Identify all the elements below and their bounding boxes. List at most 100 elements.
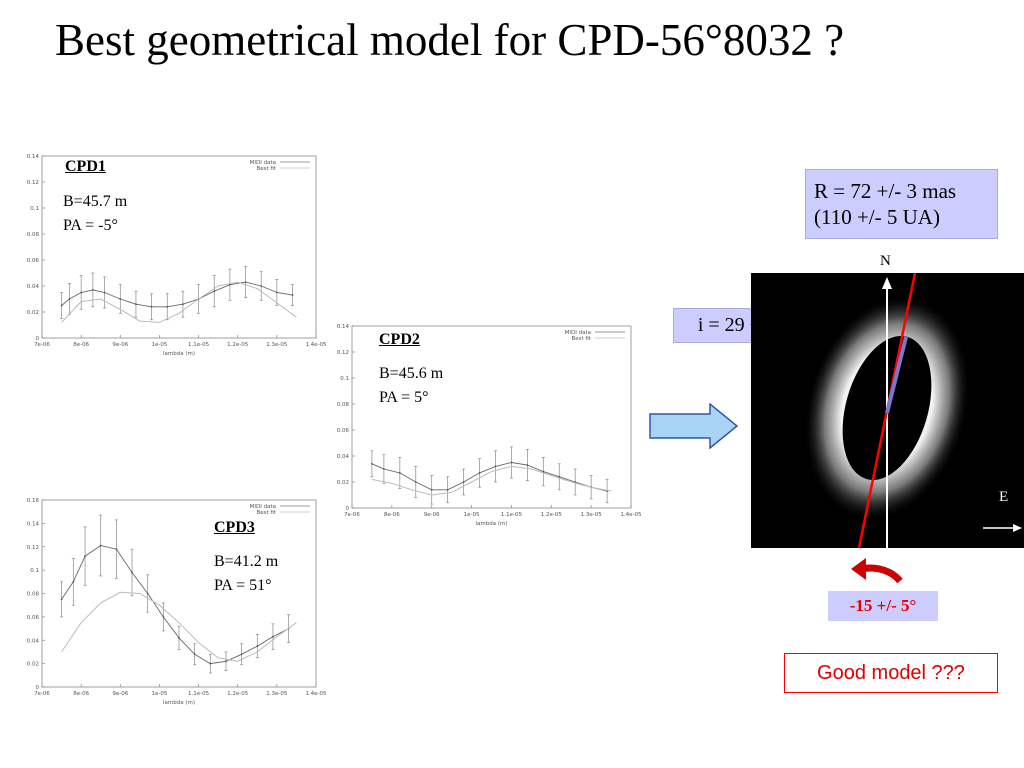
radius-box: R = 72 +/- 3 mas (110 +/- 5 UA) bbox=[805, 169, 998, 239]
data-point bbox=[150, 305, 153, 308]
x-tick-label: 8e-06 bbox=[73, 342, 89, 348]
slide-title: Best geometrical model for CPD-56°8032 ? bbox=[55, 15, 845, 65]
x-tick-label: 1.1e-05 bbox=[501, 512, 523, 518]
plot-frame bbox=[41, 155, 317, 339]
y-tick-label: 0.02 bbox=[27, 310, 39, 316]
data-point bbox=[60, 598, 63, 601]
position-angle-box: -15 +/- 5° bbox=[828, 591, 938, 621]
series-line bbox=[61, 591, 297, 662]
y-tick-label: 0 bbox=[36, 336, 40, 342]
cpd2-pa: PA = 5° bbox=[379, 389, 429, 406]
data-point bbox=[99, 544, 102, 547]
legend-label: Best fit bbox=[571, 336, 591, 342]
y-tick-label: 0 bbox=[36, 685, 40, 691]
chart-cpd1-svg: 0 0.02 0.04 0.06 0.08 0.1 0.12 0.14 7e-06 8e-06 9e… bbox=[27, 154, 327, 357]
y-tick-label: 0.06 bbox=[27, 615, 40, 621]
good-model-box: Good model ??? bbox=[784, 653, 998, 693]
y-tick-label: 0.14 bbox=[337, 324, 350, 330]
x-tick-label: 9e-06 bbox=[112, 342, 128, 348]
x-tick-label: 1.2e-05 bbox=[227, 342, 249, 348]
data-point bbox=[240, 653, 243, 656]
y-tick-label: 0.08 bbox=[27, 592, 40, 598]
data-point bbox=[275, 291, 278, 294]
legend-label: MIDI data bbox=[250, 160, 276, 166]
x-tick-label: 1.2e-05 bbox=[227, 691, 249, 697]
data-point bbox=[178, 637, 180, 639]
data-point bbox=[371, 462, 373, 465]
rotation-arrow-icon bbox=[851, 558, 903, 584]
data-point bbox=[225, 660, 227, 663]
y-tick-label: 0.02 bbox=[337, 480, 349, 486]
chart-cpd2: 0 0.02 0.04 0.06 0.08 0.1 0.12 0.14 7e-06 8e-06 9e… bbox=[333, 320, 643, 530]
cpd3-title: CPD3 bbox=[214, 519, 255, 536]
x-axis-label: lambda (m) bbox=[163, 351, 195, 357]
data-point bbox=[115, 548, 118, 550]
data-point bbox=[558, 475, 561, 478]
y-tick-label: 0.1 bbox=[340, 376, 349, 382]
data-point bbox=[68, 298, 71, 300]
series-line bbox=[371, 465, 612, 496]
data-point bbox=[131, 571, 133, 574]
x-axis-label: lambda (m) bbox=[475, 521, 507, 527]
data-point bbox=[478, 472, 481, 474]
x-tick-label: 1e-05 bbox=[151, 691, 167, 697]
model-image bbox=[751, 272, 1024, 549]
y-tick-label: 0.06 bbox=[337, 428, 350, 434]
data-point bbox=[256, 645, 259, 647]
y-tick-label: 0.06 bbox=[27, 258, 40, 264]
y-tick-label: 0 bbox=[346, 506, 350, 512]
x-tick-label: 8e-06 bbox=[73, 691, 89, 697]
x-tick-label: 1.3e-05 bbox=[266, 691, 288, 697]
y-tick-label: 0.04 bbox=[27, 638, 40, 644]
y-tick-label: 0.1 bbox=[30, 206, 39, 212]
data-point bbox=[272, 635, 274, 638]
x-tick-label: 9e-06 bbox=[112, 691, 128, 697]
data-point bbox=[91, 289, 94, 291]
data-point bbox=[291, 294, 294, 296]
data-point bbox=[382, 468, 385, 470]
cpd2-title: CPD2 bbox=[379, 331, 420, 348]
plot-frame bbox=[41, 499, 317, 688]
y-tick-label: 0.08 bbox=[27, 232, 40, 238]
y-tick-label: 0.12 bbox=[27, 180, 39, 186]
x-tick-label: 7e-06 bbox=[344, 512, 360, 518]
cpd1-title: CPD1 bbox=[65, 158, 106, 175]
cpd3-pa: PA = 51° bbox=[214, 577, 272, 594]
chart-cpd3: 0 0.02 0.04 0.06 0.08 0.1 0.12 0.14 0.16 7e-06 8e-… bbox=[23, 494, 328, 709]
data-point bbox=[260, 285, 263, 287]
x-tick-label: 1.3e-05 bbox=[581, 512, 603, 518]
data-point bbox=[542, 470, 545, 473]
data-point bbox=[166, 305, 169, 308]
series-line bbox=[61, 281, 297, 323]
data-point bbox=[209, 662, 212, 665]
y-tick-label: 0.14 bbox=[27, 154, 40, 160]
y-tick-label: 0.04 bbox=[27, 284, 40, 290]
data-point bbox=[213, 290, 216, 293]
x-axis-label: lambda (m) bbox=[163, 700, 195, 706]
plot-frame bbox=[351, 325, 632, 509]
right-arrow-icon bbox=[649, 403, 739, 449]
data-point bbox=[398, 472, 401, 474]
y-tick-label: 0.08 bbox=[337, 402, 350, 408]
radius-au: (110 +/- 5 UA) bbox=[814, 205, 940, 229]
cpd3-baseline: B=41.2 m bbox=[214, 553, 279, 570]
data-point bbox=[84, 555, 86, 557]
radius-value: R = 72 +/- 3 mas bbox=[814, 179, 957, 203]
x-tick-label: 1.4e-05 bbox=[305, 691, 327, 697]
data-point bbox=[510, 461, 513, 464]
data-point bbox=[60, 304, 63, 307]
y-tick-label: 0.02 bbox=[27, 662, 39, 668]
chart-cpd3-svg: 0 0.02 0.04 0.06 0.08 0.1 0.12 0.14 0.16 7e-06 8e-… bbox=[27, 498, 327, 706]
x-tick-label: 7e-06 bbox=[34, 691, 50, 697]
data-point bbox=[135, 303, 137, 306]
y-tick-label: 0.1 bbox=[30, 568, 39, 574]
series-line bbox=[61, 545, 289, 665]
north-label: N bbox=[880, 253, 891, 269]
legend-label: MIDI data bbox=[250, 504, 276, 510]
x-tick-label: 1e-05 bbox=[151, 342, 167, 348]
cpd1-baseline: B=45.7 m bbox=[63, 193, 128, 210]
cpd2-baseline: B=45.6 m bbox=[379, 365, 444, 382]
y-tick-label: 0.04 bbox=[337, 454, 350, 460]
data-point bbox=[193, 653, 196, 656]
legend-label: Best fit bbox=[256, 510, 276, 516]
